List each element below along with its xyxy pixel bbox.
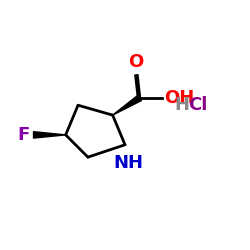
Text: O: O: [128, 53, 144, 71]
Text: H: H: [174, 96, 190, 114]
Text: Cl: Cl: [188, 96, 208, 114]
Text: OH: OH: [164, 89, 194, 107]
Polygon shape: [34, 132, 66, 138]
Text: NH: NH: [113, 154, 143, 172]
Text: F: F: [18, 126, 30, 144]
Polygon shape: [113, 95, 141, 115]
